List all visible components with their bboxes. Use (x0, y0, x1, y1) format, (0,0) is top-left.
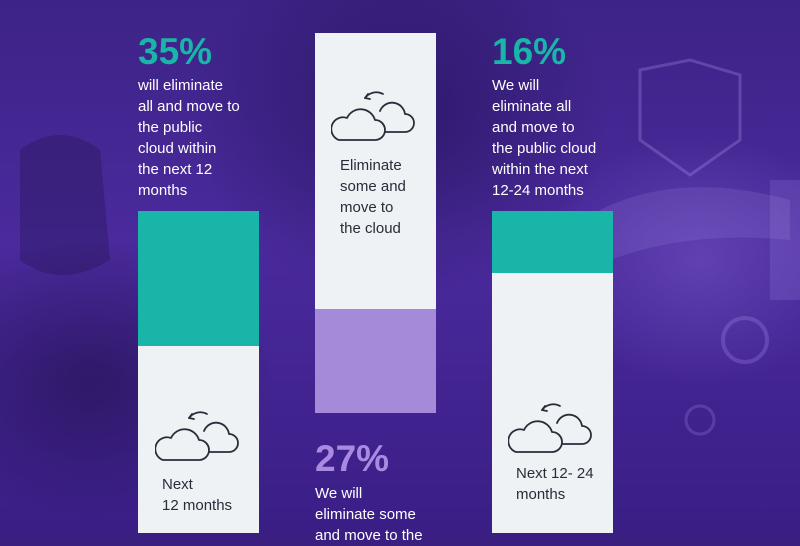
stat-description-2: We will eliminate some and move to the (315, 483, 423, 546)
bar-eliminate-some (315, 33, 436, 413)
bar-fill (315, 309, 436, 413)
desc-line: months (138, 182, 188, 199)
bar-label-1: Next 12 months (162, 474, 232, 516)
label-line: move to (340, 199, 394, 216)
background-decoration (20, 58, 800, 436)
desc-line: We will (492, 77, 540, 94)
desc-line: the public cloud (492, 140, 597, 157)
bar-label-3: Next 12- 24 months (516, 463, 594, 505)
cloud-icon (508, 403, 592, 453)
desc-line: We will (315, 485, 363, 502)
stat-value-3: 16% (492, 31, 567, 72)
label-line: 12 months (162, 497, 233, 514)
desc-line: cloud within (138, 140, 217, 157)
desc-line: the public (138, 119, 203, 136)
label-line: some and (340, 178, 406, 195)
stat-description-3: We will eliminate all and move to the pu… (492, 75, 596, 201)
bar-fill (138, 211, 259, 346)
stat-description-1: will eliminate all and move to the publi… (138, 75, 240, 201)
desc-line: the next 12 (138, 161, 213, 178)
stat-value-2: 27% (315, 438, 390, 479)
label-line: Eliminate (340, 157, 402, 174)
bar-fill (492, 211, 613, 273)
desc-line: and move to the (315, 527, 423, 544)
label-line: Next 12- 24 (516, 465, 594, 482)
stat-value-1: 35% (138, 31, 213, 72)
desc-line: 12-24 months (492, 182, 584, 199)
bar-next-12-24-months (492, 211, 613, 533)
desc-line: eliminate some (315, 506, 416, 523)
desc-line: within the next (492, 161, 588, 178)
desc-line: all and move to (138, 98, 240, 115)
label-line: Next (162, 476, 193, 493)
label-line: months (516, 486, 566, 503)
desc-line: eliminate all (492, 98, 572, 115)
cloud-icon (155, 411, 239, 461)
bar-next-12-months (138, 211, 259, 533)
bar-label-2: Eliminate some and move to the cloud (340, 155, 406, 239)
desc-line: will eliminate (138, 77, 224, 94)
label-line: the cloud (340, 220, 401, 237)
cloud-icon (331, 91, 415, 141)
desc-line: and move to (492, 119, 575, 136)
